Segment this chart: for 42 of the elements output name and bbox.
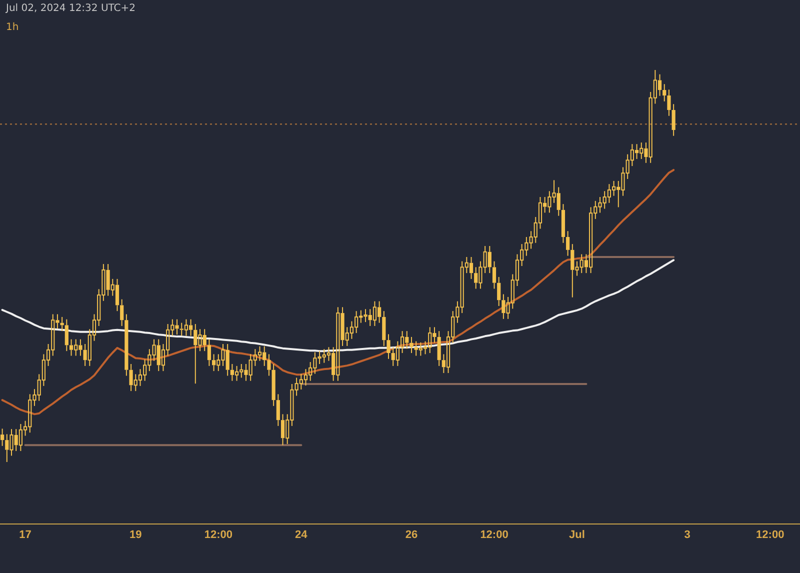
x-tick-label: 12:00 [480,528,508,541]
candlestick [69,338,74,356]
candlestick [612,180,616,196]
candlestick [382,310,386,346]
candlestick [212,354,216,372]
x-tick-label: 12:00 [756,528,784,541]
candlestick [120,298,124,326]
candlestick [280,414,285,446]
candlestick [469,256,474,280]
x-tick-label: 12:00 [204,528,232,541]
candlestick [272,364,276,406]
candlestick [0,428,4,446]
candlestick [267,354,271,376]
candlestick [667,89,671,116]
candlestick [634,144,639,160]
x-tick-label: 19 [130,528,142,541]
text: Jul 02, 2024 12:32 UTC+2 [5,3,136,14]
candlestick [386,334,390,360]
x-tick-label: Jul [569,528,585,541]
x-tick-label: 3 [684,528,690,541]
candlestick [658,74,662,96]
text: 1h [6,22,19,33]
candlestick [115,278,120,312]
candlestick [561,204,566,244]
x-tick-label: 26 [405,528,418,541]
candlestick [304,368,308,386]
candlestick [207,338,211,366]
candlestick [662,84,666,102]
candlestick [488,246,492,274]
candlestick [497,276,501,306]
candlestick [672,104,676,136]
candlestick [437,330,441,366]
candlestick [124,314,128,376]
candlestick [64,318,68,352]
candlestick [492,260,496,290]
candlestick [234,365,239,382]
candlestick [138,368,142,386]
candlestick [566,230,570,256]
candlestick [410,336,414,354]
x-tick-label: 17 [19,528,32,541]
candlestick [276,394,280,426]
x-tick-label: 24 [295,528,308,541]
